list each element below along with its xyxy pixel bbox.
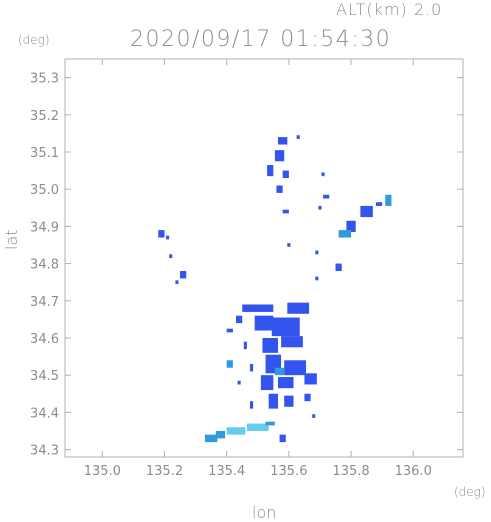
y-tick-label: 34.6	[30, 332, 59, 347]
y-tick-label: 35.2	[30, 109, 59, 124]
y-tick-label: 34.9	[30, 220, 59, 235]
echo-cell	[242, 304, 274, 312]
echo-cell	[158, 230, 165, 238]
y-tick-label: 34.8	[30, 258, 59, 273]
echo-layer	[158, 135, 392, 443]
echo-cell	[284, 360, 306, 376]
echo-cell	[315, 276, 319, 281]
x-tick-label: 135.6	[270, 464, 307, 479]
echo-cell	[385, 194, 392, 206]
echo-cell	[287, 243, 291, 247]
echo-cell	[268, 393, 278, 409]
echo-cell	[226, 427, 246, 435]
y-tick-label: 34.4	[30, 406, 59, 421]
echo-cell	[237, 380, 241, 385]
echo-cell	[254, 315, 274, 331]
echo-cell	[287, 302, 310, 314]
echo-cell	[277, 137, 288, 145]
echo-cell	[274, 367, 285, 376]
lat-unit-label: (deg)	[18, 33, 50, 47]
echo-cell	[271, 317, 300, 337]
echo-cell	[175, 280, 179, 285]
echo-cell	[335, 263, 342, 272]
echo-cell	[296, 135, 300, 139]
x-tick-label: 135.2	[146, 464, 183, 479]
echo-cell	[166, 235, 170, 240]
echo-cell	[318, 205, 322, 210]
echo-cell	[236, 315, 243, 324]
echo-cell	[323, 194, 330, 199]
echo-cell	[304, 373, 317, 385]
echo-cell	[246, 423, 269, 431]
echo-cell	[346, 220, 356, 232]
lon-unit-label: (deg)	[454, 485, 486, 499]
x-tick-label: 135.8	[332, 464, 369, 479]
echo-cell	[226, 360, 233, 368]
y-tick-label: 34.5	[30, 369, 59, 384]
y-tick-label: 34.7	[30, 295, 59, 310]
echo-cell	[338, 230, 352, 238]
echo-cell	[375, 202, 383, 206]
echo-cell	[250, 401, 254, 409]
echo-cell	[284, 395, 294, 407]
echo-cell	[226, 328, 233, 333]
echo-cell	[250, 364, 254, 372]
echo-cell	[262, 337, 278, 353]
altitude-label: ALT(km) 2.0	[336, 0, 443, 19]
x-tick-label: 135.4	[208, 464, 245, 479]
x-tick-label: 135.0	[84, 464, 121, 479]
echo-cell	[276, 185, 283, 193]
echo-cell	[360, 205, 373, 218]
echo-cell	[260, 375, 274, 391]
echo-cell	[282, 170, 289, 179]
timestamp-title: 2020/09/17 01:54:30	[130, 27, 392, 52]
x-tick-label: 136.0	[395, 464, 432, 479]
echo-cell	[281, 336, 303, 348]
echo-cell	[282, 209, 289, 214]
echo-cell	[215, 430, 226, 439]
echo-cell	[180, 271, 187, 279]
tick-layer: 135.0 135.2 135.4 135.6 135.8 136.0 35.3 35.2 35…	[30, 59, 463, 479]
echo-cell	[169, 254, 173, 258]
echo-cell	[243, 341, 247, 350]
echo-cell	[277, 377, 294, 389]
y-tick-label: 34.3	[30, 444, 59, 459]
y-tick-label: 35.1	[30, 146, 59, 161]
echo-cell	[204, 434, 218, 443]
echo-cell	[304, 393, 311, 402]
echo-cell	[315, 250, 319, 255]
echo-cell	[265, 421, 275, 426]
x-axis-label: lon	[252, 503, 277, 522]
echo-cell	[267, 165, 274, 177]
echo-cell	[279, 434, 286, 443]
echo-cell	[312, 414, 316, 418]
plot-frame	[64, 58, 464, 458]
y-tick-label: 35.0	[30, 183, 59, 198]
echo-cell	[321, 172, 325, 177]
y-tick-label: 35.3	[30, 72, 59, 87]
echo-cell	[274, 150, 285, 162]
